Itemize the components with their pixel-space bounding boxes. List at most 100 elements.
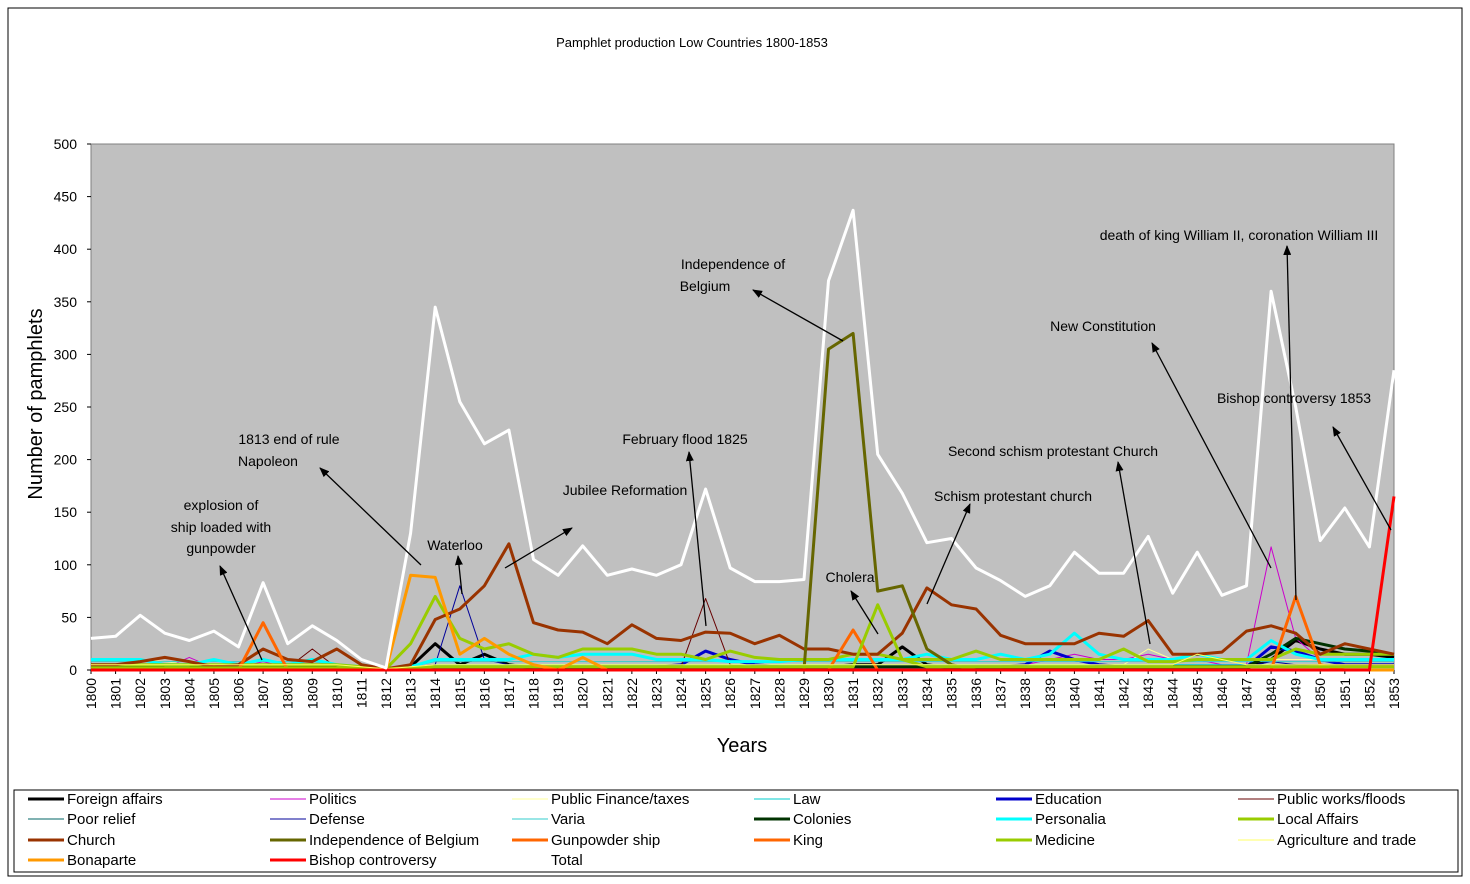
- chart-title: Pamphlet production Low Countries 1800-1…: [556, 35, 828, 50]
- legend-item: Colonies: [754, 811, 851, 828]
- x-tick-label: 1848: [1263, 678, 1279, 709]
- x-tick-label: 1822: [624, 678, 640, 709]
- x-tick-label: 1808: [280, 678, 296, 709]
- legend-item: Church: [28, 832, 115, 849]
- annotation: Waterloo: [427, 537, 483, 595]
- x-tick-label: 1812: [378, 678, 394, 709]
- legend-label: King: [793, 832, 823, 849]
- legend-label: Agriculture and trade: [1277, 832, 1416, 849]
- x-tick-label: 1800: [83, 678, 99, 709]
- x-tick-label: 1827: [747, 678, 763, 709]
- x-tick-label: 1821: [599, 678, 615, 709]
- x-tick-label: 1839: [1042, 678, 1058, 709]
- annotation-arrow: [319, 467, 422, 566]
- x-tick-label: 1843: [1140, 678, 1156, 709]
- annotation-text: Napoleon: [238, 453, 298, 469]
- legend-item: Bonaparte: [28, 852, 136, 869]
- annotation-text: 1813 end of rule: [238, 431, 339, 447]
- legend-label: Bonaparte: [67, 852, 136, 869]
- annotation-text: gunpowder: [186, 540, 256, 556]
- annotation: Independence of Belgium: [680, 256, 844, 342]
- annotation-text: Belgium: [680, 278, 731, 294]
- y-tick-label: 0: [69, 662, 77, 678]
- y-tick-label: 300: [54, 346, 78, 362]
- x-tick-label: 1832: [870, 678, 886, 709]
- x-tick-label: 1851: [1337, 678, 1353, 709]
- x-tick-label: 1850: [1312, 678, 1328, 709]
- x-tick-label: 1834: [919, 678, 935, 709]
- legend-label: Foreign affairs: [67, 791, 163, 808]
- x-tick-label: 1806: [231, 678, 247, 709]
- annotation: February flood 1825: [622, 431, 748, 627]
- plot-area: [90, 143, 1395, 671]
- annotation-text: Jubilee Reformation: [563, 482, 688, 498]
- x-tick-label: 1807: [255, 678, 271, 709]
- annotation-text: Independence of: [681, 256, 785, 272]
- x-tick-label: 1820: [575, 678, 591, 709]
- annotation: Jubilee Reformation: [504, 482, 688, 569]
- x-tick-label: 1833: [894, 678, 910, 709]
- x-tick-label: 1810: [329, 678, 345, 709]
- y-tick-label: 400: [54, 241, 78, 257]
- legend-item: Poor relief: [28, 811, 136, 828]
- legend-item: Education: [996, 791, 1102, 808]
- x-tick-label: 1828: [771, 678, 787, 709]
- x-tick-label: 1804: [181, 678, 197, 709]
- annotation: 1813 end of rule Napoleon: [238, 431, 422, 566]
- x-tick-label: 1816: [476, 678, 492, 709]
- annotation-text: Waterloo: [427, 537, 483, 553]
- legend-item: Law: [754, 791, 821, 808]
- x-tick-label: 1847: [1238, 678, 1254, 709]
- annotation-text: Cholera: [825, 569, 874, 585]
- annotation-arrow: [685, 451, 707, 627]
- legend-item: Independence of Belgium: [270, 832, 479, 849]
- legend-item: Foreign affairs: [28, 791, 163, 808]
- legend-label: Independence of Belgium: [309, 832, 479, 849]
- annotation-arrow: [752, 289, 844, 342]
- x-tick-label: 1826: [722, 678, 738, 709]
- x-tick-label: 1823: [648, 678, 664, 709]
- x-tick-label: 1836: [968, 678, 984, 709]
- annotation-arrow: [1115, 461, 1151, 645]
- x-tick-label: 1829: [796, 678, 812, 709]
- x-tick-label: 1845: [1189, 678, 1205, 709]
- annotation: explosion of ship loaded with gunpowder: [171, 497, 271, 661]
- legend-label: Public Finance/taxes: [551, 791, 689, 808]
- x-tick-label: 1811: [353, 678, 369, 708]
- y-axis-label: Number of pamphlets: [25, 308, 47, 499]
- y-tick-label: 350: [54, 294, 78, 310]
- legend-label: Church: [67, 832, 115, 849]
- y-tick-label: 200: [54, 452, 78, 468]
- x-tick-label: 1805: [206, 678, 222, 709]
- annotation: death of king William II, coronation Wil…: [1100, 227, 1379, 601]
- x-tick-label: 1802: [132, 678, 148, 709]
- series-lines: [90, 208, 1396, 672]
- annotation-text: death of king William II, coronation Wil…: [1100, 227, 1379, 243]
- x-axis: 1800 1801 1802 1803 1804 1805 1806 1807 1808 1809…: [83, 670, 1402, 709]
- annotation: New Constitution: [1050, 318, 1272, 569]
- legend-item: Public works/floods: [1238, 791, 1405, 808]
- legend-label: Education: [1035, 791, 1102, 808]
- legend-box: [13, 789, 1459, 873]
- annotation-text: ship loaded with: [171, 519, 271, 535]
- series-line-bishop-controversy: [91, 496, 1396, 672]
- y-tick-label: 150: [54, 504, 78, 520]
- series-line-total: [90, 208, 1396, 670]
- annotation-arrow: [850, 590, 879, 635]
- annotation-arrow: [219, 565, 263, 661]
- annotation-arrow: [926, 503, 971, 605]
- y-axis: 0 50 100 150 200 250 300 350 400 450 500: [54, 136, 91, 678]
- annotation-text: February flood 1825: [622, 431, 748, 447]
- annotation-text: New Constitution: [1050, 318, 1156, 334]
- annotation-text: Schism protestant church: [934, 488, 1092, 504]
- x-tick-label: 1846: [1214, 678, 1230, 709]
- annotation-arrow: [1332, 426, 1392, 531]
- annotation: Schism protestant church: [926, 488, 1092, 605]
- x-tick-label: 1830: [821, 678, 837, 709]
- legend-label: Local Affairs: [1277, 811, 1358, 828]
- x-tick-label: 1813: [403, 678, 419, 709]
- x-tick-label: 1849: [1288, 678, 1304, 709]
- annotation-arrow: [504, 527, 573, 569]
- x-tick-label: 1803: [157, 678, 173, 709]
